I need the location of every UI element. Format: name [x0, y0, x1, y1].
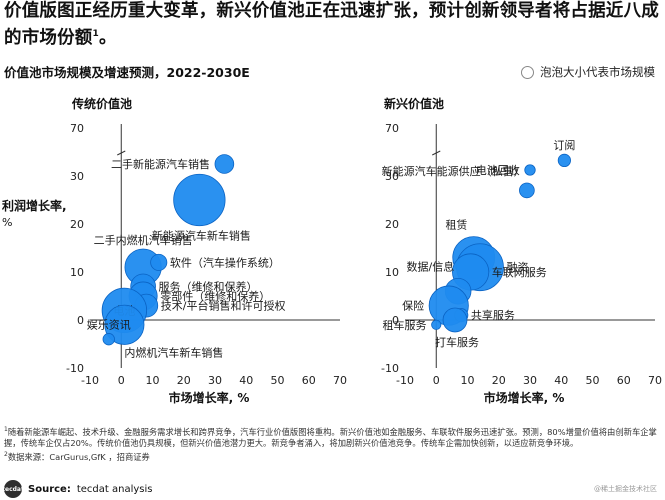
x-tick-label: 60: [302, 374, 316, 387]
y-axis-label: 利润增长率,: [2, 198, 67, 213]
x-tick-label: 50: [586, 374, 600, 387]
bubble-charts: 传统价值池 -10 0 10 20 30 40 50 60 70 -10 0 10 20 30 70 市场增长率…: [2, 96, 662, 405]
x-axis-label-0: 市场增长率, %: [169, 390, 250, 405]
bubble-legend-icon: [521, 65, 534, 79]
bubble: [442, 307, 468, 333]
y-tick-label: 10: [385, 266, 399, 279]
x-tick-label: -10: [396, 374, 414, 387]
chart-title-1: 新兴价值池: [384, 96, 444, 111]
x-tick-label: 30: [208, 374, 222, 387]
source-line: tecdat Source: tecdat analysis: [2, 480, 153, 498]
bubble-label: 车联网服务: [492, 265, 547, 279]
y-tick-label: -10: [66, 362, 84, 375]
bubble: [524, 164, 536, 176]
chart-subtitle: 价值池市场规模及增速预测，2022-2030E: [4, 65, 250, 80]
bubble-label: 融资: [506, 261, 528, 274]
footnotes: 1随着新能源车崛起、技术升级、金融服务需求增长和跨界竞争，汽车行业价值版图将重构…: [4, 424, 660, 463]
bubble-label: 二手新能源汽车销售: [111, 157, 210, 171]
x-tick-label: 0: [118, 374, 125, 387]
bubble-label: 软件（汽车操作系统）: [170, 255, 280, 269]
x-tick-label: 10: [461, 374, 475, 387]
bubble-label: 订阅: [553, 139, 575, 152]
x-tick-label: 20: [492, 374, 506, 387]
y-tick-label: 20: [70, 218, 84, 231]
bubble-label: 娱乐资讯: [87, 317, 131, 331]
bubble-label: 租车服务: [383, 318, 427, 332]
y-tick-label: 30: [70, 170, 84, 183]
footnote-1-mark: 1: [4, 426, 8, 433]
x-axis-label-1: 市场增长率, %: [484, 390, 565, 405]
headline-end: 。: [98, 27, 117, 48]
footnote-2: 2数据来源：CarGurus,GfK ，招商证券: [4, 449, 660, 463]
bubble-label: 共享服务: [471, 308, 515, 322]
chart-title-0: 传统价值池: [71, 96, 132, 111]
y-axis-unit: %: [2, 216, 12, 229]
bubble-size-legend: 泡泡大小代表市场规模: [521, 64, 655, 80]
bubble-label: 电池回收: [476, 163, 520, 177]
x-tick-label: 60: [617, 374, 631, 387]
x-tick-label: 70: [648, 374, 662, 387]
y-tick-label: 0: [392, 314, 399, 327]
source-label: Source:: [28, 483, 71, 495]
source-value: tecdat analysis: [76, 483, 153, 495]
bubble: [102, 333, 115, 346]
bubble-label: 零部件（维修和保养）: [160, 289, 270, 303]
y-tick-label: -10: [381, 362, 399, 375]
y-tick-label: 70: [385, 122, 399, 135]
y-tick-label: 70: [70, 122, 84, 135]
bubble: [519, 182, 535, 199]
y-tick-label: 30: [385, 170, 399, 183]
x-tick-label: -10: [81, 374, 99, 387]
watermark: @稀土掘金技术社区: [594, 485, 657, 493]
footnote-2-mark: 2: [4, 450, 8, 458]
x-tick-label: 0: [433, 374, 440, 387]
bubble: [214, 154, 235, 174]
headline-footnote-mark: 1: [92, 29, 99, 39]
y-axis-break-1: [432, 150, 441, 156]
x-tick-label: 10: [146, 374, 160, 387]
y-tick-label: 10: [70, 266, 84, 279]
bubble-label: 数据/信息: [407, 259, 455, 273]
x-tick-label: 30: [523, 374, 537, 387]
bubble-legend-label: 泡泡大小代表市场规模: [540, 65, 655, 79]
footnote-2-text: 数据来源：CarGurus,GfK ，招商证券: [7, 451, 150, 462]
y-tick-label: 20: [385, 218, 399, 231]
bubble: [104, 304, 145, 345]
x-tick-label: 40: [239, 374, 253, 387]
footnote-1: 1随着新能源车崛起、技术升级、金融服务需求增长和跨界竞争，汽车行业价值版图将重构…: [4, 424, 660, 449]
y-axis-break-0: [117, 150, 126, 156]
x-tick-label: 50: [271, 374, 285, 387]
bubble-label: 保险: [402, 299, 424, 313]
x-tick-label: 40: [554, 374, 568, 387]
bubble-label: 内燃机汽车新车销售: [124, 345, 223, 359]
x-tick-label: 20: [177, 374, 191, 387]
x-tick-label: 70: [333, 374, 347, 387]
bubble-label: 新能源汽车能源供应（私营）: [382, 164, 525, 178]
bubble-label: 技术/平台销售和许可授权: [161, 299, 286, 313]
bubble-label: 服务（维修和保养）: [159, 279, 258, 293]
bubble: [431, 319, 442, 330]
bubble: [150, 253, 168, 271]
footnote-1-text: 随着新能源车崛起、技术升级、金融服务需求增长和跨界竞争，汽车行业价值版图将重构。…: [4, 426, 657, 448]
bubble-label: 二手内燃机汽车销售: [94, 233, 193, 247]
bubble: [557, 153, 571, 168]
headline: 价值版图正经历重大变革，新兴价值池正在迅速扩张，预计创新领导者将占据近八成的市场…: [4, 0, 664, 50]
bubble-label: 打车服务: [435, 335, 479, 349]
bubble-label: 新能源汽车新车销售: [152, 229, 251, 243]
headline-text: 价值版图正经历重大变革，新兴价值池正在迅速扩张，预计创新领导者将占据近八成的市场…: [4, 1, 659, 48]
bubble: [173, 173, 226, 227]
y-tick-label: 0: [77, 314, 84, 327]
bubble-label: 租赁: [445, 218, 467, 232]
tecdat-logo: tecdat: [2, 480, 24, 498]
